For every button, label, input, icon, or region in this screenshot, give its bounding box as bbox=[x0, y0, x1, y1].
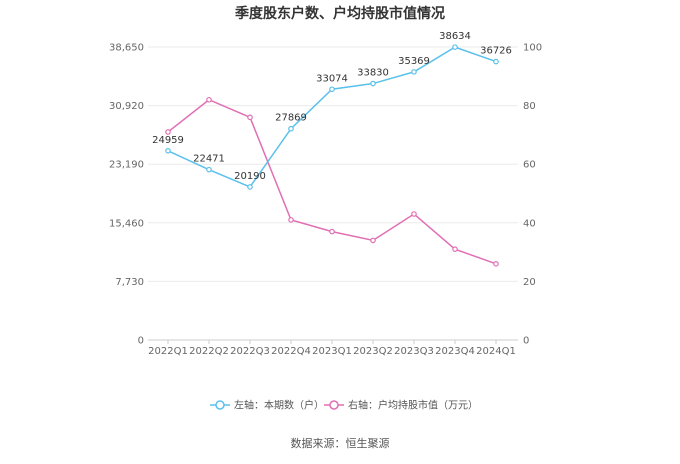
household-count-data-point bbox=[493, 58, 499, 65]
x-axis-tick-label: 2022Q2 bbox=[189, 346, 229, 357]
data-label: 38634 bbox=[439, 31, 471, 42]
left-axis-ticks: 0 7,730 15,460 23,190 30,920 38,650 bbox=[109, 43, 144, 347]
chart-title: 季度股东户数、户均持股市值情况 bbox=[234, 5, 445, 22]
left-axis-tick-label: 15,460 bbox=[109, 218, 144, 229]
x-axis-tick-label: 2023Q3 bbox=[394, 346, 434, 357]
x-axis-tick-label: 2024Q1 bbox=[476, 346, 516, 357]
data-label: 24959 bbox=[152, 135, 184, 146]
avg-holding-value-data-point bbox=[411, 211, 417, 217]
data-label: 35369 bbox=[398, 56, 430, 67]
avg-holding-value-data-point bbox=[329, 228, 335, 235]
household-count-data-point bbox=[206, 166, 212, 173]
x-axis-tick-label: 2023Q4 bbox=[435, 346, 475, 357]
avg-holding-value-data-point bbox=[370, 237, 376, 244]
avg-holding-value-data-point bbox=[288, 217, 294, 223]
household-count-series-line bbox=[167, 46, 497, 188]
household-count-legend-label[interactable]: 左轴：本期数（户） bbox=[234, 399, 324, 412]
left-axis-tick-label: 7,730 bbox=[115, 277, 144, 288]
series-layer: 24959 22471 20190 27869 33074 33830 35369 38634… bbox=[152, 31, 512, 267]
avg-holding-value-data-point bbox=[493, 261, 499, 267]
avg-holding-value-data-point bbox=[206, 96, 212, 103]
right-axis-tick-label: 100 bbox=[523, 43, 542, 54]
avg-holding-value-data-point bbox=[247, 114, 253, 121]
left-axis-tick-label: 38,650 bbox=[109, 43, 144, 54]
avg-holding-value-data-point bbox=[165, 129, 171, 135]
household-count-data-point bbox=[411, 69, 417, 75]
data-label: 33074 bbox=[316, 73, 348, 84]
data-label: 22471 bbox=[193, 154, 225, 165]
household-count-data-point bbox=[288, 125, 294, 132]
left-axis-tick-label: 0 bbox=[138, 336, 144, 347]
data-label: 27869 bbox=[275, 113, 307, 124]
household-count-legend-marker[interactable] bbox=[215, 400, 225, 410]
data-label: 20190 bbox=[234, 171, 266, 182]
avg-holding-value-series-line bbox=[167, 98, 497, 265]
x-axis-tick-label: 2023Q2 bbox=[353, 346, 393, 357]
x-axis-tick-label: 2022Q1 bbox=[148, 346, 188, 357]
household-count-data-point bbox=[247, 184, 253, 190]
right-axis-tick-label: 60 bbox=[523, 160, 536, 171]
household-count-data-point bbox=[452, 44, 458, 50]
left-axis-tick-label: 23,190 bbox=[109, 160, 144, 171]
right-axis-tick-label: 20 bbox=[523, 277, 536, 288]
grid-lines bbox=[148, 46, 518, 341]
household-count-data-point bbox=[370, 80, 376, 87]
avg-holding-value-data-point bbox=[452, 246, 458, 252]
household-count-data-point bbox=[165, 147, 171, 154]
x-axis-ticks: 2022Q1 2022Q2 2022Q3 2022Q4 2023Q1 2023Q2 2023… bbox=[148, 340, 516, 357]
left-axis-tick-label: 30,920 bbox=[109, 101, 144, 112]
avg-holding-value-legend-marker[interactable] bbox=[329, 400, 339, 410]
data-label: 36726 bbox=[480, 46, 512, 57]
avg-holding-value-legend-label[interactable]: 右轴：户均持股市值（万元） bbox=[348, 399, 478, 412]
x-axis-tick-label: 2023Q1 bbox=[312, 346, 352, 357]
x-axis-tick-label: 2022Q3 bbox=[230, 346, 270, 357]
legend: 左轴：本期数（户） 右轴：户均持股市值（万元） bbox=[210, 399, 478, 412]
right-axis-tick-label: 80 bbox=[523, 101, 536, 112]
right-axis-ticks: 0 20 40 60 80 100 bbox=[523, 43, 542, 347]
data-label: 33830 bbox=[357, 68, 389, 79]
household-count-data-point bbox=[329, 86, 335, 93]
x-axis-tick-label: 2022Q4 bbox=[271, 346, 311, 357]
right-axis-tick-label: 0 bbox=[523, 336, 529, 347]
source-text: 数据来源：恒生聚源 bbox=[291, 436, 390, 450]
right-axis-tick-label: 40 bbox=[523, 218, 536, 229]
